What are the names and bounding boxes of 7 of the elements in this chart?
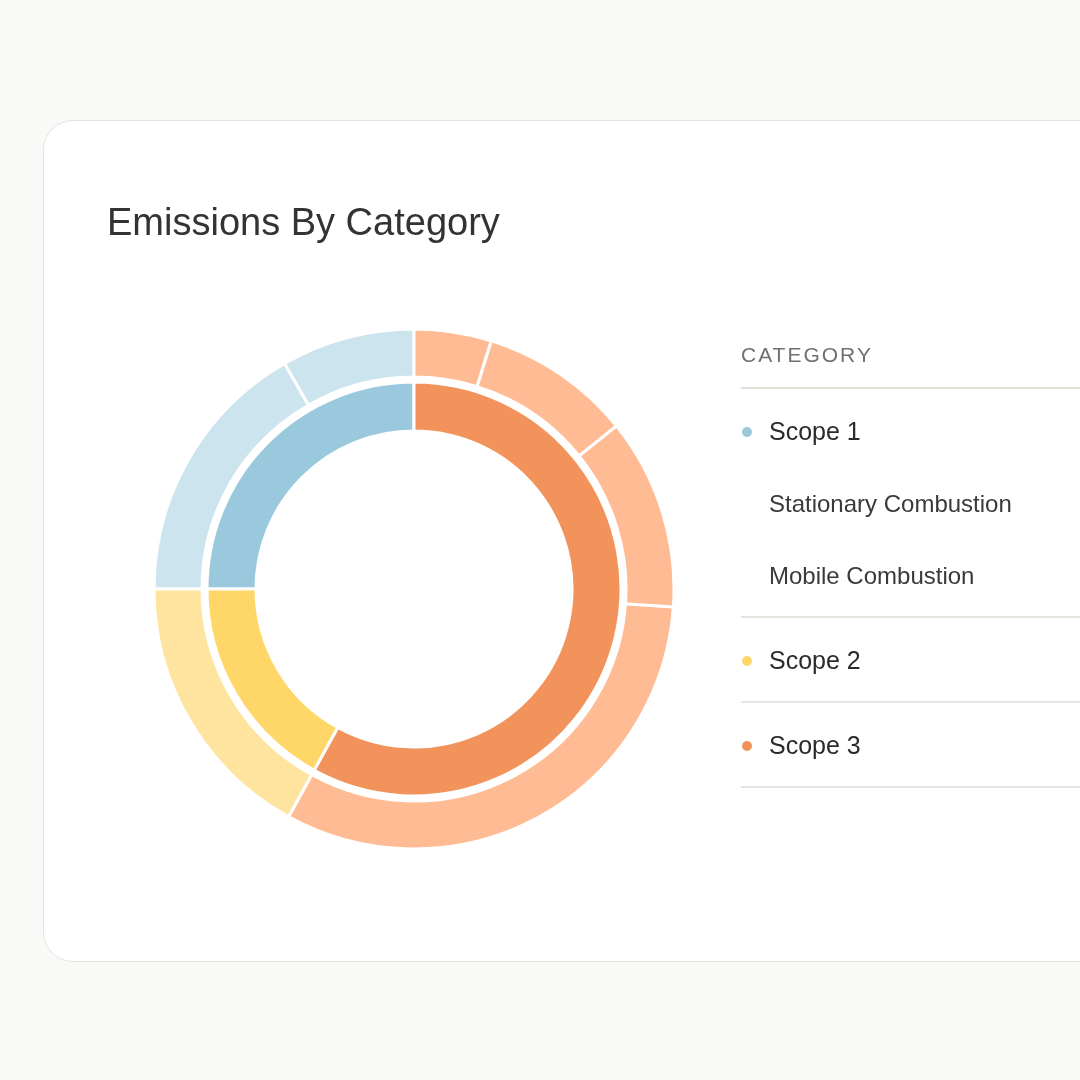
legend-label: Scope 2 [769,646,861,675]
legend-title: CATEGORY [741,343,1080,389]
text: Mobile Combustion [769,562,976,590]
text: Stationary Combustion [769,490,1013,518]
legend-label: Scope 1 [769,417,861,446]
chart-title: Emissions By Category [107,201,500,244]
legend-label: Scope 3 [769,731,861,760]
